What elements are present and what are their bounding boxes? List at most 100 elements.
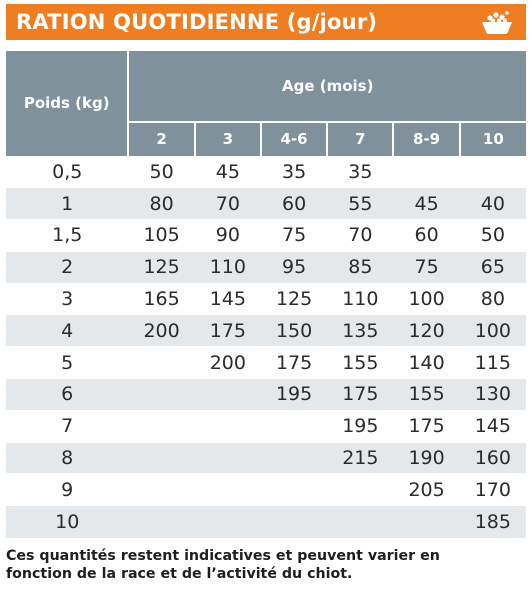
table-row: 7 195 175 145 [6,409,526,443]
ration-cell: 165 [128,282,195,315]
ration-cell: 50 [128,155,195,188]
ration-cell: 195 [327,409,394,443]
weight-column-header: Poids (kg) [6,51,130,156]
ration-cell [128,473,195,506]
age-column-2: 3 [193,122,261,156]
ration-cell: 185 [459,505,526,538]
ration-cell [194,409,261,443]
ration-cell: 215 [327,441,394,474]
ration-cell: 120 [393,314,460,347]
table-row: 3 165 145 125 110 100 80 [6,282,526,315]
ration-cell: 115 [459,346,526,379]
table-row: 9 205 170 [6,473,526,506]
ration-cell: 145 [459,409,526,443]
ration-cell: 175 [194,314,261,347]
ration-cell [194,378,261,411]
footnote: Ces quantités restent indicatives et peu… [6,547,530,583]
ration-cell: 200 [128,314,195,347]
table-row: 8 215 190 160 [6,441,526,474]
ration-cell: 175 [327,378,394,411]
weight-cell: 1 [6,187,129,220]
table-row: 0,5 50 45 35 35 [6,155,526,188]
ration-cell: 205 [393,473,460,506]
ration-cell: 85 [327,250,394,284]
food-bowl-icon [482,11,512,34]
age-column-header: Age (mois) [128,51,526,123]
ration-cell: 70 [194,187,261,220]
weight-cell: 9 [6,473,129,506]
ration-cell: 175 [260,346,328,379]
age-column-4: 7 [326,122,394,156]
weight-cell: 6 [6,378,129,411]
ration-cell: 40 [459,187,526,220]
table-row: 2 125 110 95 85 75 65 [6,250,526,284]
ration-cell [459,155,526,188]
table-row: 4 200 175 150 135 120 100 [6,314,526,347]
ration-cell: 125 [260,282,328,315]
table-row: 6 195 175 155 130 [6,378,526,411]
ration-cell [260,473,328,506]
ration-cell: 170 [459,473,526,506]
footnote-line-2: fonction de la race et de l’activité du … [6,566,353,582]
ration-cell: 190 [393,441,460,474]
weight-cell: 4 [6,314,129,347]
ration-cell: 60 [393,219,460,252]
ration-cell: 110 [327,282,394,315]
weight-cell: 8 [6,441,129,474]
weight-cell: 3 [6,282,129,315]
ration-cell: 60 [260,187,328,220]
ration-cell: 90 [194,219,261,252]
table-row: 1 80 70 60 55 45 40 [6,187,526,220]
table-row: 10 185 [6,505,526,538]
ration-cell: 100 [459,314,526,347]
ration-cell [128,378,195,411]
ration-cell [128,346,195,379]
ration-cell [128,409,195,443]
ration-cell: 155 [393,378,460,411]
ration-cell: 95 [260,250,328,284]
ration-cell: 65 [459,250,526,284]
ration-cell: 80 [128,187,195,220]
ration-cell: 45 [194,155,261,188]
table-row: 1,5 105 90 75 70 60 50 [6,219,526,252]
ration-cell: 80 [459,282,526,315]
age-column-1: 2 [156,130,167,149]
ration-cell [194,505,261,538]
ration-cell: 70 [327,219,394,252]
ration-cell [327,473,394,506]
ration-cell [128,441,195,474]
ration-cell: 145 [194,282,261,315]
ration-cell: 160 [459,441,526,474]
ration-cell: 75 [260,219,328,252]
ration-cell: 55 [327,187,394,220]
table-row: 5 200 175 155 140 115 [6,346,526,379]
ration-cell: 155 [327,346,394,379]
ration-cell: 75 [393,250,460,284]
age-column-5: 8-9 [392,122,460,156]
ration-cell: 150 [260,314,328,347]
footnote-line-1: Ces quantités restent indicatives et peu… [6,548,440,564]
ration-cell [194,473,261,506]
ration-cell: 110 [194,250,261,284]
weight-cell: 1,5 [6,219,129,252]
ration-cell: 200 [194,346,261,379]
ration-cell: 35 [260,155,328,188]
age-column-6: 10 [458,122,526,156]
ration-table: Poids (kg) Age (mois) 2 3 4-6 7 8-9 10 0,5 50 4… [6,51,526,538]
ration-cell [260,409,328,443]
weight-cell: 2 [6,250,129,284]
ration-cell [393,155,460,188]
banner-title: RATION QUOTIDIENNE (g/jour) [16,10,378,34]
ration-cell: 140 [393,346,460,379]
ration-cell [393,505,460,538]
ration-cell: 105 [128,219,195,252]
ration-cell: 125 [128,250,195,284]
ration-cell [194,441,261,474]
ration-cell: 50 [459,219,526,252]
ration-cell: 135 [327,314,394,347]
ration-cell [327,505,394,538]
ration-cell: 175 [393,409,460,443]
ration-cell [128,505,195,538]
ration-cell: 100 [393,282,460,315]
ration-cell: 35 [327,155,394,188]
